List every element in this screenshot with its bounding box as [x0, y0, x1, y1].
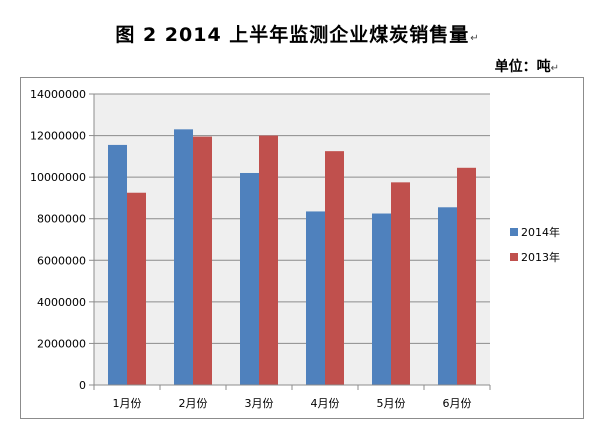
plot-area: [94, 94, 490, 385]
bar-1-4: [306, 211, 325, 385]
unit-label: 单位：吨↵: [494, 59, 559, 75]
y-axis-ticks: 0 2000000 4000000 6000000 8000000 10000000 120…: [30, 88, 94, 392]
y-tick-label: 12000000: [30, 130, 86, 143]
y-tick-label: 4000000: [37, 296, 86, 309]
legend: 2014年 2013年: [510, 225, 560, 264]
x-tick-label: 5月份: [377, 397, 406, 410]
y-tick-label: 14000000: [30, 88, 86, 101]
bar-2-2: [193, 136, 212, 385]
paragraph-mark: ↵: [470, 33, 480, 44]
bar-1-3: [240, 172, 259, 385]
y-tick-label: 0: [79, 379, 86, 392]
bar-1-2: [174, 129, 193, 385]
y-tick-label: 10000000: [30, 171, 86, 184]
x-tick-label: 3月份: [245, 397, 274, 410]
x-tick-label: 1月份: [113, 397, 142, 410]
bar-1-1: [108, 144, 127, 385]
legend-swatch: [510, 253, 518, 261]
bar-2-3: [259, 135, 278, 385]
legend-label: 2013年: [521, 250, 560, 264]
x-axis-ticks: 1月份 2月份 3月份 4月份 5月份 6月份: [93, 385, 491, 410]
legend-swatch: [510, 228, 518, 236]
chart-title: 图 2 2014 上半年监测企业煤炭销售量↵: [115, 24, 480, 46]
bar-2-1: [127, 192, 146, 385]
bar-2-6: [457, 167, 476, 385]
bar-1-6: [438, 207, 457, 385]
bar-1-5: [372, 213, 391, 385]
y-tick-label: 6000000: [37, 254, 86, 267]
paragraph-mark: ↵: [550, 63, 559, 74]
x-tick-label: 4月份: [311, 397, 340, 410]
x-tick-label: 6月份: [443, 397, 472, 410]
x-tick-label: 2月份: [179, 397, 208, 410]
y-tick-label: 2000000: [37, 337, 86, 350]
bar-2-5: [391, 182, 410, 385]
bars: [108, 129, 476, 385]
y-tick-label: 8000000: [37, 213, 86, 226]
gridlines: [94, 93, 490, 344]
bar-2-4: [325, 151, 344, 385]
legend-label: 2014年: [521, 225, 560, 239]
